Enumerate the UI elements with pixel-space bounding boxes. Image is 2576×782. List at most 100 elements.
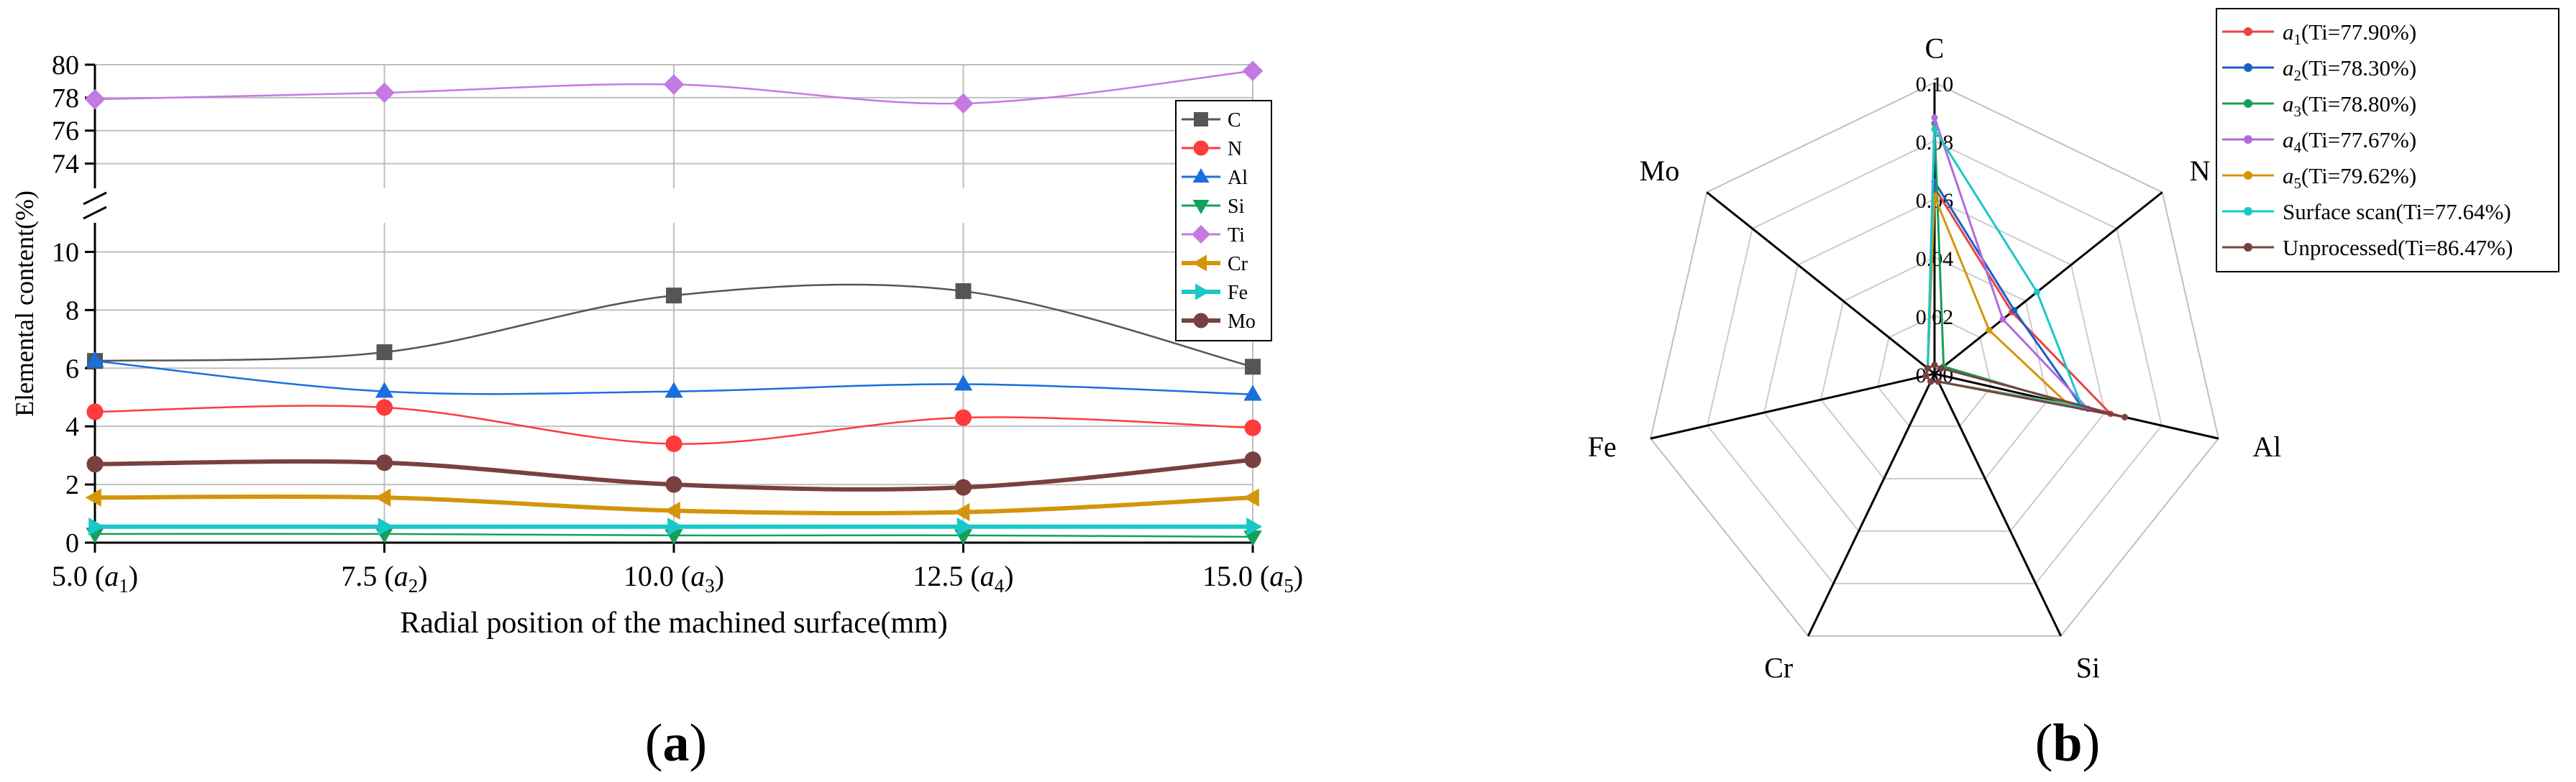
data-point-Mo xyxy=(665,476,682,493)
legend-label: Al xyxy=(1228,167,1248,189)
legend-label-subscript: 2 xyxy=(2294,67,2302,84)
legend-label: a2(Ti=78.30%) xyxy=(2283,55,2416,84)
data-point-C xyxy=(376,344,393,361)
legend-label-text: (Ti=79.62%) xyxy=(2301,163,2416,188)
legend-marker xyxy=(2244,27,2252,36)
legend-label: a4(Ti=77.67%) xyxy=(2283,127,2416,156)
legend-marker xyxy=(2244,207,2252,216)
legend: a1(Ti=77.90%)a2(Ti=78.30%)a3(Ti=78.80%)a… xyxy=(2216,8,2559,272)
data-point-Mo xyxy=(86,456,104,473)
panel-label-close: ) xyxy=(2083,714,2101,773)
data-point-Mo xyxy=(375,454,393,472)
legend-marker xyxy=(2244,243,2252,252)
legend-label-symbol: a xyxy=(2283,19,2294,45)
legend-label-text: (Ti=77.67%) xyxy=(2301,127,2416,152)
y-tick-label: 2 xyxy=(65,470,79,500)
legend-marker xyxy=(1194,112,1208,126)
legend-marker xyxy=(1192,168,1210,183)
data-point-Si xyxy=(1243,530,1262,547)
legend-marker xyxy=(1193,140,1209,156)
x-tick-subscript: 5 xyxy=(1284,575,1294,597)
legend-marker xyxy=(1193,313,1209,328)
radar-axis-label: N xyxy=(2190,155,2211,187)
data-point-Al xyxy=(664,382,683,398)
panel-label-close: ) xyxy=(690,714,708,773)
legend-label-subscript: 5 xyxy=(2294,175,2302,192)
radar-chart-panel: CNAlSiCrFeMo0.000.020.040.060.080.10a1(T… xyxy=(1588,8,2559,773)
y-tick-label: 4 xyxy=(65,412,79,442)
radar-data-point xyxy=(2121,413,2129,420)
data-point-N xyxy=(1244,419,1261,436)
radar-series xyxy=(1922,114,2129,420)
x-tick-label: 7.5 (a2) xyxy=(341,560,427,597)
radar-axis-label: Fe xyxy=(1588,431,1617,463)
legend-label-text: (Ti=78.80%) xyxy=(2301,91,2416,116)
data-point-Cr xyxy=(664,501,680,520)
legend-label: a1(Ti=77.90%) xyxy=(2283,19,2416,48)
legend-marker xyxy=(1192,200,1210,214)
legend-label-symbol: a xyxy=(2283,55,2294,80)
x-axis-title: Radial position of the machined surface(… xyxy=(400,607,948,640)
legend-marker xyxy=(1192,254,1207,272)
radar-spoke xyxy=(1807,373,1936,637)
radar-ring xyxy=(1876,314,1993,427)
data-point-N xyxy=(954,409,972,426)
data-point-Al xyxy=(86,351,104,367)
legend-label-subscript: 3 xyxy=(2294,103,2302,120)
legend-marker xyxy=(2244,171,2252,180)
legend: CN Al Si Ti Cr Fe Mo xyxy=(1175,100,1272,341)
data-series xyxy=(84,60,1264,547)
data-point-Cr xyxy=(85,488,101,507)
x-tick-symbol: a xyxy=(1269,560,1284,592)
axis-break-mark xyxy=(83,191,107,206)
x-tick-close: ) xyxy=(418,560,427,592)
x-tick-symbol: a xyxy=(394,560,408,592)
legend-label: N xyxy=(1228,138,1242,160)
panel-label-letter: b xyxy=(2052,714,2082,773)
radar-grid xyxy=(1650,81,2219,637)
radar-axis-label: Al xyxy=(2252,431,2281,463)
data-point-Mo xyxy=(1244,451,1261,469)
radar-data-point xyxy=(1999,316,2006,323)
radar-axis-label: C xyxy=(1925,32,1945,64)
x-tick-label: 12.5 (a4) xyxy=(913,560,1013,597)
data-point-C xyxy=(666,288,682,304)
radar-data-point xyxy=(1931,114,1938,121)
radar-data-point xyxy=(2033,288,2040,295)
legend-marker xyxy=(1192,225,1210,244)
panel-label: (a) xyxy=(645,714,707,773)
radial-tick-label: 0.10 xyxy=(1916,73,1954,96)
radar-data-point xyxy=(1935,378,1942,385)
x-tick-subscript: 2 xyxy=(408,575,419,597)
x-tick-label: 15.0 (a5) xyxy=(1202,560,1303,597)
radar-ring xyxy=(1707,139,2162,584)
panel-label: (b) xyxy=(2035,714,2100,773)
radar-data-point xyxy=(1927,378,1935,385)
radar-data-point xyxy=(1986,326,1993,334)
legend-label: Cr xyxy=(1228,253,1248,275)
data-point-Fe xyxy=(667,518,684,536)
radar-ring xyxy=(1763,198,2106,532)
legend-label-text: Unprocessed(Ti=86.47%) xyxy=(2283,235,2513,260)
data-point-Ti xyxy=(84,88,106,110)
data-point-Cr xyxy=(375,488,391,507)
legend-label-text: (Ti=77.90%) xyxy=(2301,19,2416,45)
legend-label: Mo xyxy=(1228,310,1256,333)
x-tick-close: ) xyxy=(129,560,138,592)
x-tick-number: 7.5 ( xyxy=(341,560,393,592)
radar-spoke xyxy=(1650,372,1935,440)
data-point-N xyxy=(86,403,104,420)
legend-label: Surface scan(Ti=77.64%) xyxy=(2283,199,2511,224)
x-tick-close: ) xyxy=(1294,560,1303,592)
radar-data-point xyxy=(1924,364,1932,372)
x-tick-subscript: 3 xyxy=(705,575,715,597)
data-point-N xyxy=(375,399,393,416)
legend-label: a5(Ti=79.62%) xyxy=(2283,163,2416,192)
radial-tick-label: 0.04 xyxy=(1916,247,1954,271)
legend-label: Unprocessed(Ti=86.47%) xyxy=(2283,235,2513,260)
radar-spoke xyxy=(1934,191,2163,375)
y-tick-label: 80 xyxy=(52,50,79,80)
radar-axis-label: Si xyxy=(2076,652,2100,684)
data-point-Al xyxy=(1243,385,1262,401)
